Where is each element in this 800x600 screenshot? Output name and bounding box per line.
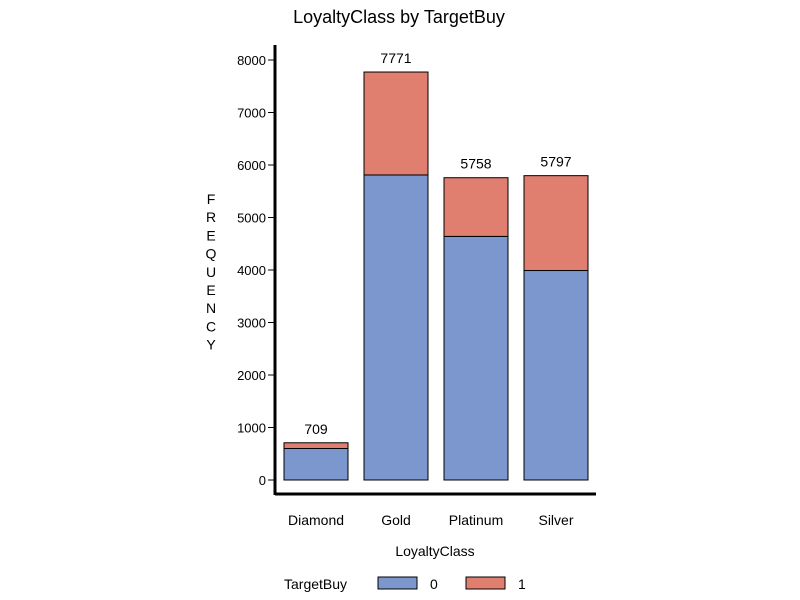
bar-segment-silver-0	[523, 270, 589, 481]
legend-swatch-1	[465, 576, 506, 590]
y-tick-label: 7000	[237, 106, 266, 121]
y-axis-label-letter: U	[206, 264, 216, 280]
bar-segment-platinum-0	[443, 235, 509, 481]
bar-segment-gold-1	[363, 71, 429, 176]
legend-swatch-0	[377, 576, 418, 590]
legend: TargetBuy 0 1	[284, 576, 526, 592]
y-axis-label-letter: Y	[206, 337, 216, 353]
legend-label-0: 0	[430, 576, 438, 592]
y-tick-label: 5000	[237, 211, 266, 226]
y-tick-label: 0	[259, 473, 266, 488]
bar-group	[283, 71, 589, 481]
y-axis-label-letter: E	[206, 282, 215, 298]
legend-title: TargetBuy	[284, 576, 347, 592]
bar-total-label: 7771	[380, 50, 411, 66]
bar-total-labels: 709 7771 5758 5797	[304, 50, 571, 437]
y-tick-label: 2000	[237, 368, 266, 383]
y-axis-label-letter: Q	[206, 246, 217, 262]
y-axis-label-letter: R	[206, 209, 216, 225]
x-axis-label: LoyaltyClass	[395, 543, 474, 559]
bar-segment-diamond-1	[283, 442, 349, 449]
y-axis-label-letter: C	[206, 318, 216, 334]
bar-segment-gold-0	[363, 174, 429, 481]
y-tick-label: 4000	[237, 263, 266, 278]
bar-segment-diamond-0	[283, 448, 349, 481]
bar-total-label: 709	[304, 421, 328, 437]
bar-total-label: 5758	[460, 156, 491, 172]
x-category-label: Platinum	[449, 512, 503, 528]
x-category-label: Diamond	[288, 512, 344, 528]
bar-total-label: 5797	[540, 154, 571, 170]
y-tick-label: 8000	[237, 53, 266, 68]
x-category-label: Gold	[381, 512, 411, 528]
y-tick-label: 6000	[237, 158, 266, 173]
y-axis: 0 1000 2000 3000 4000 5000 6000 7000 8000	[237, 53, 275, 488]
y-axis-label-letter: E	[206, 227, 215, 243]
bar-segment-platinum-1	[443, 177, 509, 237]
chart-title: LoyaltyClass by TargetBuy	[293, 7, 505, 27]
y-tick-label: 1000	[237, 421, 266, 436]
y-axis-label-letter: F	[207, 191, 216, 207]
y-axis-label-letter: N	[206, 300, 216, 316]
x-axis-categories: Diamond Gold Platinum Silver	[288, 512, 574, 528]
x-category-label: Silver	[538, 512, 573, 528]
bar-segment-silver-1	[523, 175, 589, 272]
legend-label-1: 1	[518, 576, 526, 592]
y-tick-label: 3000	[237, 316, 266, 331]
